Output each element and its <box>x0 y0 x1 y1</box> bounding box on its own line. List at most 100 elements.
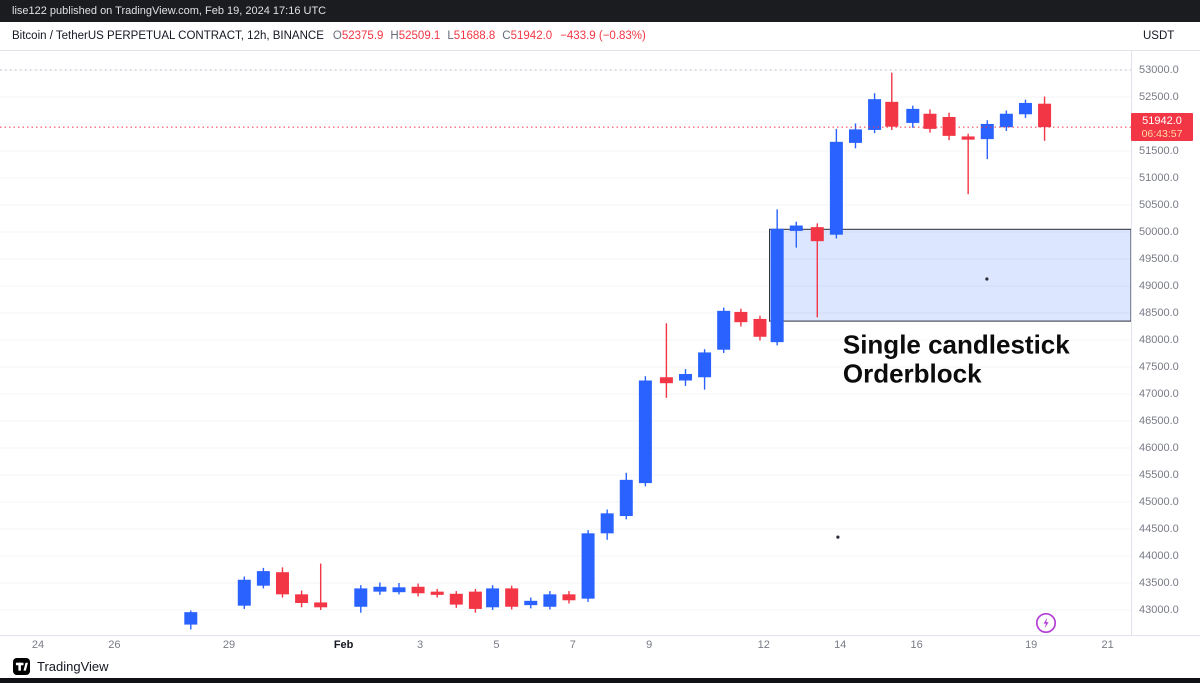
price-label: 51500.0 <box>1139 145 1179 157</box>
candle <box>373 582 387 595</box>
time-label: 19 <box>1025 639 1038 651</box>
footer: TradingView <box>0 655 1200 678</box>
price-label: 46000.0 <box>1139 442 1179 454</box>
candle <box>789 221 803 248</box>
candle <box>810 223 824 318</box>
flash-icon <box>1035 612 1057 634</box>
last-price-badge: 51942.0 06:43:57 <box>1131 113 1193 142</box>
candle <box>430 588 444 598</box>
orderblock-zone[interactable] <box>769 228 1131 322</box>
time-label: 12 <box>757 639 770 651</box>
candle <box>885 72 899 130</box>
time-label: 29 <box>222 639 236 651</box>
price-label: 44000.0 <box>1139 550 1179 562</box>
candle <box>906 105 920 128</box>
candle <box>961 133 975 195</box>
publish-text: lise122 published on TradingView.com, Fe… <box>12 5 327 17</box>
price-label: 50000.0 <box>1139 226 1179 238</box>
chart-pane[interactable]: Single candlestick Orderblock <box>0 51 1131 635</box>
candle <box>698 349 712 390</box>
price-label: 44500.0 <box>1139 523 1179 535</box>
candle <box>619 472 633 520</box>
annotation-text[interactable]: Orderblock <box>843 358 982 388</box>
price-label: 51000.0 <box>1139 172 1179 184</box>
candle <box>581 530 595 602</box>
candle <box>942 112 956 141</box>
drawing-dot <box>836 535 840 539</box>
symbol-title: Bitcoin / TetherUS PERPETUAL CONTRACT, 1… <box>12 30 324 42</box>
ohlc-values: O52375.9 H52509.1 L51688.8 C51942.0 <box>333 30 552 42</box>
candle <box>449 591 463 608</box>
candle <box>256 567 270 589</box>
candle <box>543 591 557 610</box>
time-label: 7 <box>569 639 576 651</box>
tradingview-brand[interactable]: TradingView <box>37 659 109 674</box>
price-label: 47500.0 <box>1139 361 1179 373</box>
candle <box>314 563 328 610</box>
time-label: Feb <box>333 639 354 651</box>
time-label: 5 <box>493 639 500 651</box>
candle <box>1018 99 1032 119</box>
candle <box>411 583 425 597</box>
time-label: 26 <box>108 639 121 651</box>
price-label: 49500.0 <box>1139 253 1179 265</box>
time-label: 21 <box>1101 639 1114 651</box>
quote-currency-label: USDT <box>1143 30 1175 42</box>
price-label: 46500.0 <box>1139 415 1179 427</box>
candle <box>237 576 251 609</box>
price-label: 43500.0 <box>1139 577 1179 589</box>
bar-countdown: 06:43:57 <box>1141 128 1183 141</box>
candle <box>562 591 576 604</box>
candle <box>600 509 614 540</box>
time-label: 24 <box>31 639 45 651</box>
candle <box>1038 96 1052 141</box>
candle <box>392 583 406 595</box>
ohlc-pair: L51688.8 <box>447 30 496 42</box>
candle <box>524 597 538 609</box>
price-axis[interactable]: 51942.0 06:43:57 53000.052500.052000.051… <box>1131 51 1200 635</box>
time-label: 9 <box>646 639 653 651</box>
annotation-text[interactable]: Single candlestick <box>843 329 1070 359</box>
candle <box>717 307 731 353</box>
tradingview-logo-icon <box>13 658 30 675</box>
candle <box>295 590 309 608</box>
candle <box>275 567 289 598</box>
price-label: 45500.0 <box>1139 469 1179 481</box>
price-label: 53000.0 <box>1139 64 1179 76</box>
bottom-bar <box>0 678 1200 683</box>
time-label: 14 <box>834 639 847 651</box>
candle <box>770 209 784 346</box>
candle <box>678 369 692 386</box>
price-label: 45000.0 <box>1139 496 1179 508</box>
ohlc-pair: O52375.9 <box>332 30 384 42</box>
price-label: 50500.0 <box>1139 199 1179 211</box>
candle <box>638 376 652 487</box>
candle <box>505 585 519 610</box>
chart-header: Bitcoin / TetherUS PERPETUAL CONTRACT, 1… <box>0 22 1200 51</box>
time-axis[interactable]: 24 26 29 Feb 3 5 7 9 12 14 16 19 21 <box>0 635 1200 655</box>
ohlc-pair: C51942.0 <box>502 30 553 42</box>
candle <box>659 323 673 398</box>
publish-bar: lise122 published on TradingView.com, Fe… <box>0 0 1200 22</box>
candle <box>980 120 994 160</box>
candle <box>923 109 937 133</box>
boost-button[interactable] <box>1034 611 1058 635</box>
candle <box>753 315 767 341</box>
price-label: 43000.0 <box>1139 604 1179 616</box>
candle <box>829 128 843 239</box>
price-label: 48000.0 <box>1139 334 1179 346</box>
candle <box>734 308 748 327</box>
candle <box>486 585 500 610</box>
price-label: 49000.0 <box>1139 280 1179 292</box>
ohlc-pair: H52509.1 <box>390 30 441 42</box>
candle <box>184 610 198 630</box>
price-label: 48500.0 <box>1139 307 1179 319</box>
price-change: −433.9 (−0.83%) <box>560 30 646 42</box>
drawing-dot <box>985 277 989 281</box>
last-price-value: 51942.0 <box>1142 115 1182 128</box>
price-label: 52500.0 <box>1139 91 1179 103</box>
candle <box>354 585 368 613</box>
time-label: 3 <box>416 639 424 651</box>
